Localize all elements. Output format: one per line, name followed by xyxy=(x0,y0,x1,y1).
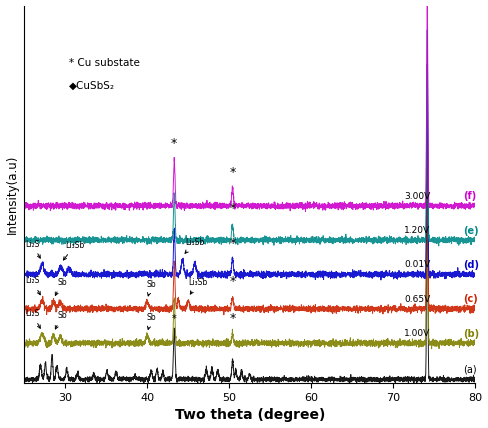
Text: *: * xyxy=(229,166,236,179)
Text: 3.00V: 3.00V xyxy=(404,192,430,201)
Text: Sb: Sb xyxy=(55,278,67,295)
X-axis label: Two theta (degree): Two theta (degree) xyxy=(175,408,325,422)
Text: *: * xyxy=(171,137,177,151)
Text: Li₂S: Li₂S xyxy=(25,240,41,258)
Text: (b): (b) xyxy=(463,329,479,339)
Text: * Cu substate: * Cu substate xyxy=(69,58,140,68)
Text: Li₃Sb: Li₃Sb xyxy=(188,278,208,294)
Text: Li₃Sb: Li₃Sb xyxy=(63,241,84,260)
Text: ◆CuSbS₂: ◆CuSbS₂ xyxy=(69,80,115,91)
Text: (d): (d) xyxy=(463,260,479,270)
Text: Li₂S: Li₂S xyxy=(25,309,41,328)
Text: *: * xyxy=(229,202,236,215)
Text: 0.65V: 0.65V xyxy=(404,295,430,304)
Text: Li₃Sb: Li₃Sb xyxy=(185,238,204,253)
Text: Sb: Sb xyxy=(55,311,67,329)
Text: (e): (e) xyxy=(463,226,479,235)
Text: 1.00V: 1.00V xyxy=(404,329,430,338)
Text: (c): (c) xyxy=(463,294,478,304)
Text: *: * xyxy=(229,312,236,325)
Text: 0.01V: 0.01V xyxy=(404,260,430,269)
Y-axis label: Intensity(a.u): Intensity(a.u) xyxy=(5,155,19,234)
Text: *: * xyxy=(229,275,236,288)
Text: Sb: Sb xyxy=(146,313,156,330)
Text: (f): (f) xyxy=(463,191,476,201)
Text: *: * xyxy=(172,314,177,324)
Text: *: * xyxy=(229,237,236,250)
Text: (a): (a) xyxy=(463,365,477,375)
Text: Li₂S: Li₂S xyxy=(25,276,41,295)
Text: 1.20V: 1.20V xyxy=(404,226,430,235)
Text: Sb: Sb xyxy=(146,280,156,296)
